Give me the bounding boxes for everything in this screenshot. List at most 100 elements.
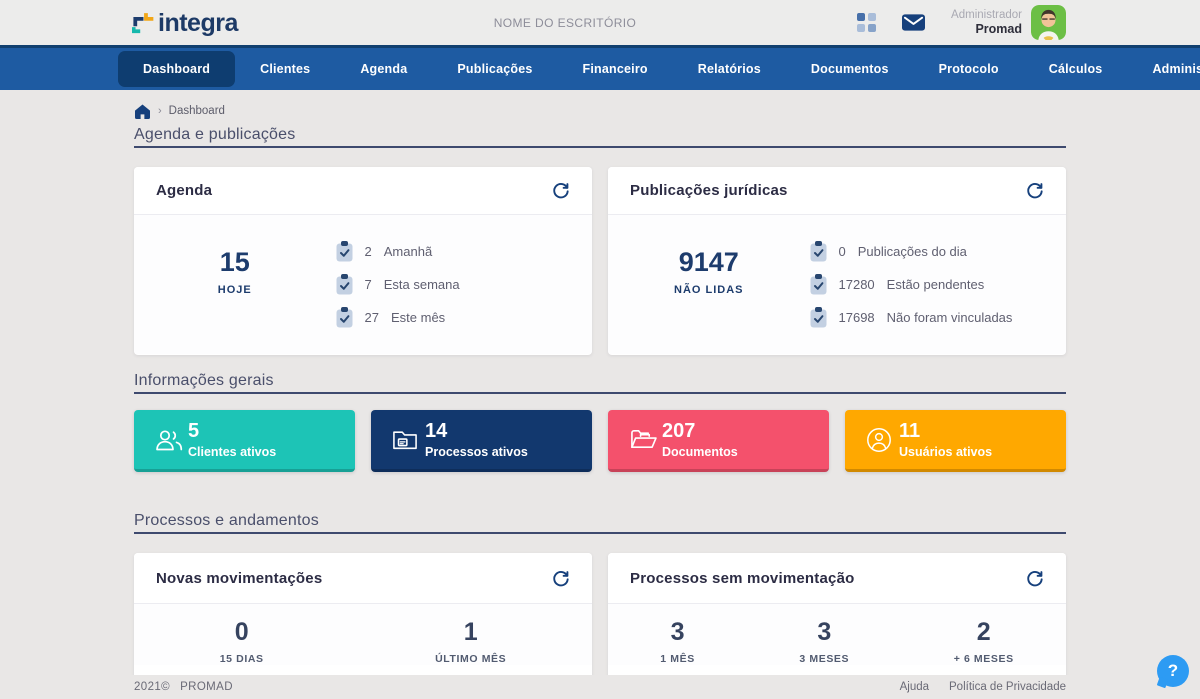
integra-logo[interactable]: integra (132, 9, 238, 36)
mini-stat-value: 3 (660, 619, 695, 647)
mini-stat-label: 1 MÊS (660, 653, 695, 665)
publicacoes-card-title: Publicações jurídicas (630, 182, 788, 199)
nav-tab-publicacoes[interactable]: Publicações (432, 51, 557, 87)
nav-tab-relatorios[interactable]: Relatórios (673, 51, 786, 87)
mini-stat-value: 1 (435, 619, 506, 647)
agenda-cards-row: Agenda 15 HOJE (134, 167, 1066, 355)
apps-grid-icon[interactable] (857, 13, 876, 32)
top-header: integra NOME DO ESCRITÓRIO Administrador… (0, 0, 1200, 45)
item-value: 17698 (839, 310, 875, 325)
avatar[interactable] (1031, 5, 1066, 40)
nav-tab-agenda[interactable]: Agenda (335, 51, 432, 87)
item-value: 2 (365, 244, 372, 259)
mini-stat-label: ÚLTIMO MÊS (435, 653, 506, 665)
publicacoes-item-today[interactable]: 0 Publicações do dia (810, 240, 1066, 262)
breadcrumb: › Dashboard (134, 90, 1066, 120)
item-value: 7 (365, 277, 372, 292)
publicacoes-item-pending[interactable]: 17280 Estão pendentes (810, 273, 1066, 295)
mini-stat-value: 2 (954, 619, 1014, 647)
user-name: Promad (951, 22, 1022, 38)
agenda-card-title: Agenda (156, 182, 212, 199)
mini-stat-label: 3 MESES (799, 653, 849, 665)
refresh-icon[interactable] (1025, 569, 1044, 588)
clipboard-check-icon (336, 241, 353, 262)
movimentacoes-stats: 0 15 DIAS 1 ÚLTIMO MÊS (134, 604, 592, 665)
stat-card-processos[interactable]: 14 Processos ativos (371, 410, 592, 472)
agenda-today-count: 15 (134, 249, 336, 276)
nav-tab-clientes[interactable]: Clientes (235, 51, 335, 87)
breadcrumb-separator: › (158, 105, 162, 117)
footer-links: Ajuda Política de Privacidade (900, 681, 1066, 693)
stat-text: 14 Processos ativos (425, 420, 528, 459)
item-value: 0 (839, 244, 846, 259)
stat-card-documentos[interactable]: 207 Documentos (608, 410, 829, 472)
footer-link-privacidade[interactable]: Política de Privacidade (949, 681, 1066, 693)
footer-copyright: 2021© PROMAD (134, 681, 233, 693)
breadcrumb-current: Dashboard (169, 105, 225, 117)
item-label: Estão pendentes (887, 277, 985, 292)
publicacoes-item-unlinked[interactable]: 17698 Não foram vinculadas (810, 306, 1066, 328)
footer-company: PROMAD (180, 681, 233, 693)
item-label: Esta semana (384, 277, 460, 292)
nav-tab-administracao[interactable]: Administração (1127, 51, 1200, 87)
stat-text: 207 Documentos (662, 420, 738, 459)
help-button[interactable]: ? (1157, 655, 1189, 687)
agenda-card-header: Agenda (134, 167, 592, 215)
nav-tab-documentos[interactable]: Documentos (786, 51, 914, 87)
nav-tab-dashboard[interactable]: Dashboard (118, 51, 235, 87)
mail-icon[interactable] (902, 14, 925, 31)
stats-row: 5 Clientes ativos 14 Processos ativos (134, 410, 1066, 472)
mini-stat-6-meses: 2 + 6 MESES (954, 619, 1014, 665)
mini-stat-label: + 6 MESES (954, 653, 1014, 665)
publicacoes-card-header: Publicações jurídicas (608, 167, 1066, 215)
user-text: Administrador Promad (951, 8, 1022, 38)
stat-text: 5 Clientes ativos (188, 420, 276, 459)
home-icon[interactable] (134, 104, 151, 119)
nav-tab-financeiro[interactable]: Financeiro (558, 51, 673, 87)
clipboard-check-icon (810, 274, 827, 295)
footer-year: 2021© (134, 681, 170, 693)
publicacoes-items: 0 Publicações do dia 17280 Estão pendent… (810, 215, 1066, 354)
stat-number: 207 (662, 420, 738, 443)
section-title-agenda: Agenda e publicações (134, 125, 1066, 148)
clients-icon (154, 427, 188, 453)
nav-tab-calculos[interactable]: Cálculos (1024, 51, 1128, 87)
logo-text: integra (158, 9, 238, 36)
refresh-icon[interactable] (551, 569, 570, 588)
agenda-item-month[interactable]: 27 Este mês (336, 306, 592, 328)
agenda-item-tomorrow[interactable]: 2 Amanhã (336, 240, 592, 262)
mini-stat-ultimo-mes: 1 ÚLTIMO MÊS (435, 619, 506, 665)
stat-card-usuarios[interactable]: 11 Usuários ativos (845, 410, 1066, 472)
office-name: NOME DO ESCRITÓRIO (494, 16, 637, 30)
publicacoes-unread-count: 9147 (608, 249, 810, 276)
stat-card-clientes[interactable]: 5 Clientes ativos (134, 410, 355, 472)
publicacoes-unread-label: NÃO LIDAS (608, 284, 810, 296)
user-menu[interactable]: Administrador Promad (951, 5, 1066, 40)
clipboard-check-icon (336, 307, 353, 328)
mini-stat-3-meses: 3 3 MESES (799, 619, 849, 665)
agenda-items: 2 Amanhã 7 Esta semana 2 7 (336, 215, 592, 354)
footer: 2021© PROMAD Ajuda Política de Privacida… (0, 675, 1200, 699)
stat-text: 11 Usuários ativos (899, 420, 992, 459)
mini-stat-value: 3 (799, 619, 849, 647)
refresh-icon[interactable] (551, 181, 570, 200)
sem-movimentacao-card-title: Processos sem movimentação (630, 570, 854, 587)
publicacoes-card: Publicações jurídicas 9147 NÃO LIDAS (608, 167, 1066, 355)
publicacoes-unread-block: 9147 NÃO LIDAS (608, 215, 810, 354)
processes-icon (391, 428, 425, 452)
footer-link-ajuda[interactable]: Ajuda (900, 681, 929, 693)
nav-tab-protocolo[interactable]: Protocolo (914, 51, 1024, 87)
item-value: 17280 (839, 277, 875, 292)
users-icon (865, 426, 899, 454)
mini-stat-value: 0 (220, 619, 264, 647)
integra-logo-icon (132, 10, 155, 36)
sem-movimentacao-card: Processos sem movimentação 3 1 MÊS 3 3 M… (608, 553, 1066, 675)
agenda-item-week[interactable]: 7 Esta semana (336, 273, 592, 295)
agenda-card: Agenda 15 HOJE (134, 167, 592, 355)
user-role: Administrador (951, 8, 1022, 22)
mini-stat-1-mes: 3 1 MÊS (660, 619, 695, 665)
section-title-info: Informações gerais (134, 371, 1066, 394)
refresh-icon[interactable] (1025, 181, 1044, 200)
item-label: Publicações do dia (858, 244, 967, 259)
stat-number: 14 (425, 420, 528, 443)
